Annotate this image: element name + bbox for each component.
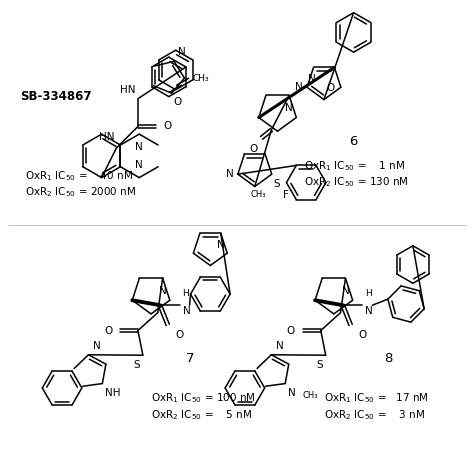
Text: S: S	[316, 360, 323, 370]
Text: O: O	[249, 144, 258, 154]
Text: N: N	[226, 169, 234, 179]
Text: O: O	[326, 83, 334, 92]
Text: N: N	[182, 306, 191, 316]
Text: N: N	[365, 306, 373, 316]
Text: H: H	[182, 289, 190, 298]
Text: N: N	[217, 240, 225, 250]
Text: 7: 7	[186, 352, 195, 365]
Text: HN: HN	[99, 132, 114, 142]
Text: N: N	[342, 286, 349, 296]
Text: 6: 6	[349, 134, 358, 147]
Text: NH: NH	[105, 387, 121, 397]
Text: N: N	[178, 47, 186, 57]
Text: S: S	[133, 360, 140, 370]
Text: N: N	[288, 387, 296, 397]
Text: OxR$_2$ IC$_{50}$ =    5 nM: OxR$_2$ IC$_{50}$ = 5 nM	[151, 408, 252, 422]
Text: OxR$_1$ IC$_{50}$ =    1 nM: OxR$_1$ IC$_{50}$ = 1 nM	[304, 159, 406, 173]
Text: OxR$_2$ IC$_{50}$ = 130 nM: OxR$_2$ IC$_{50}$ = 130 nM	[304, 175, 409, 189]
Text: CH₃: CH₃	[250, 190, 265, 199]
Text: N: N	[136, 160, 143, 170]
Text: OxR$_1$ IC$_{50}$ =    40 nM: OxR$_1$ IC$_{50}$ = 40 nM	[25, 169, 132, 183]
Text: N: N	[276, 341, 284, 351]
Text: OxR$_2$ IC$_{50}$ = 2000 nM: OxR$_2$ IC$_{50}$ = 2000 nM	[25, 185, 136, 199]
Text: CH₃: CH₃	[192, 74, 209, 83]
Text: H: H	[365, 289, 372, 298]
Text: N: N	[159, 286, 166, 296]
Text: O: O	[176, 330, 184, 340]
Text: 8: 8	[384, 352, 392, 365]
Text: O: O	[104, 326, 112, 336]
Text: S: S	[273, 179, 280, 189]
Text: SB-334867: SB-334867	[20, 90, 92, 103]
Text: F: F	[283, 190, 289, 200]
Text: OxR$_2$ IC$_{50}$ =    3 nM: OxR$_2$ IC$_{50}$ = 3 nM	[324, 408, 425, 422]
Text: OxR$_1$ IC$_{50}$ =   17 nM: OxR$_1$ IC$_{50}$ = 17 nM	[324, 391, 428, 405]
Text: O: O	[164, 121, 172, 131]
Text: HN: HN	[120, 85, 135, 95]
Text: OxR$_1$ IC$_{50}$ = 100 nM: OxR$_1$ IC$_{50}$ = 100 nM	[151, 391, 255, 405]
Text: N: N	[308, 74, 315, 84]
Text: O: O	[173, 97, 182, 107]
Text: N: N	[136, 142, 143, 152]
Text: N: N	[285, 103, 293, 113]
Text: N: N	[295, 82, 303, 92]
Text: O: O	[287, 326, 295, 336]
Text: O: O	[358, 330, 367, 340]
Text: N: N	[93, 341, 101, 351]
Text: CH₃: CH₃	[303, 391, 319, 400]
